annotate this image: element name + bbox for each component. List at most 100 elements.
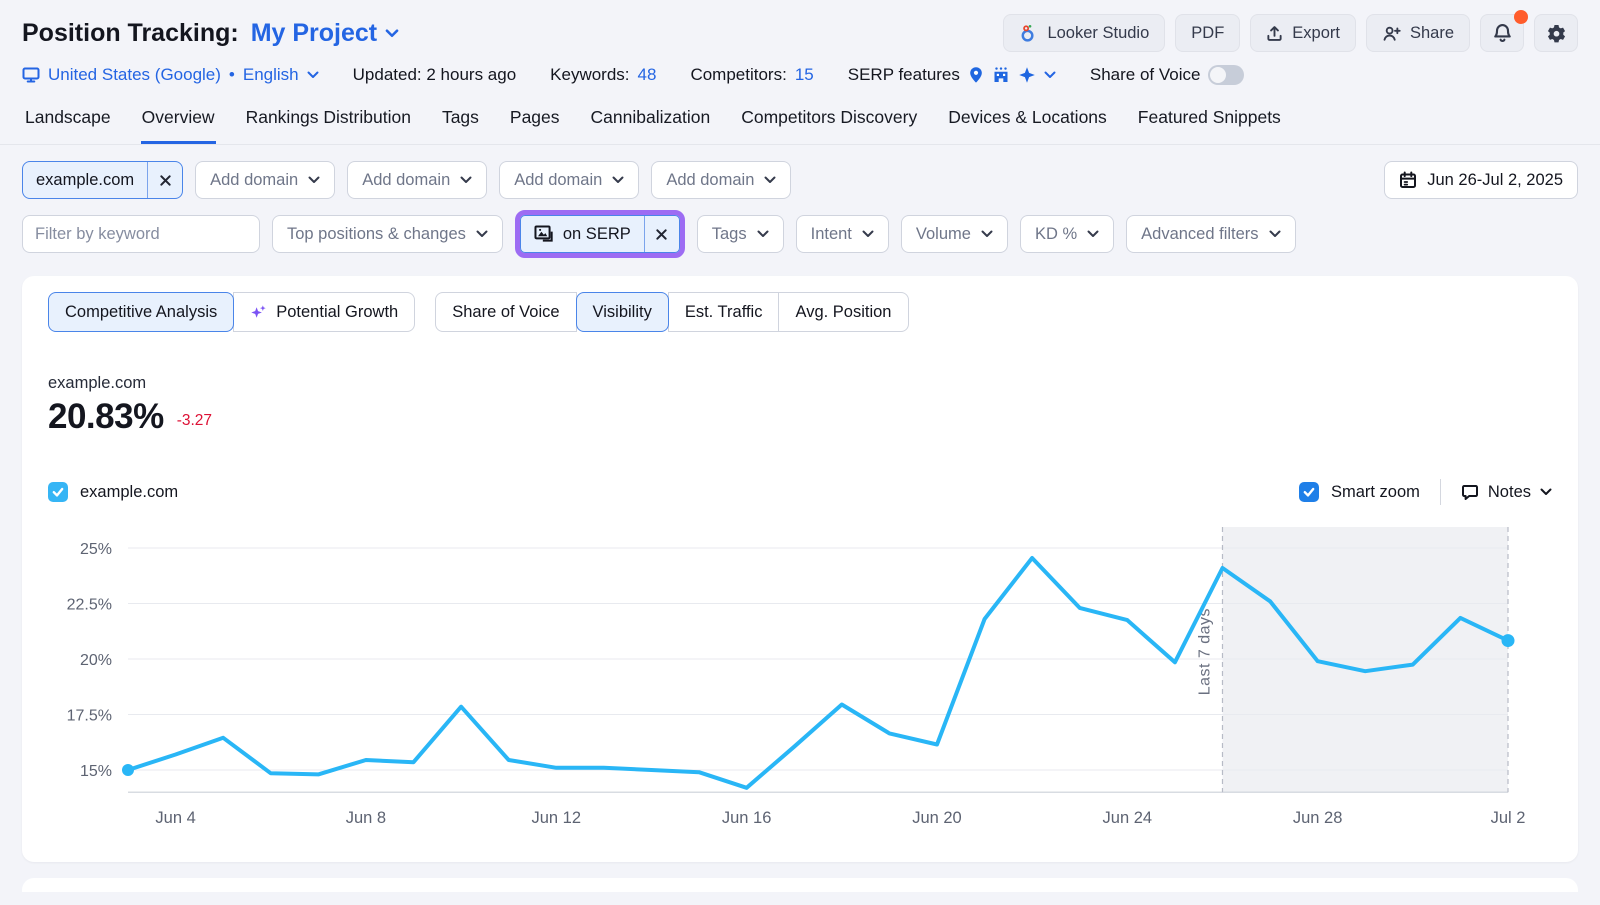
intent-dropdown[interactable]: Intent — [795, 215, 889, 253]
tabs-bar: Landscape Overview Rankings Distribution… — [0, 103, 1600, 145]
serp-features-group[interactable]: SERP features — [848, 65, 1056, 85]
competitive-analysis-toggle[interactable]: Competitive Analysis — [48, 292, 235, 332]
chevron-down-icon — [862, 230, 874, 238]
serp-filter-highlight-annotation: on SERP — [514, 210, 685, 258]
svg-text:Jun 12: Jun 12 — [532, 809, 582, 827]
est-traffic-tab[interactable]: Est. Traffic — [667, 292, 780, 332]
volume-dropdown[interactable]: Volume — [900, 215, 1008, 253]
kd-label: KD % — [1034, 224, 1078, 243]
add-domain-dropdown-2[interactable]: Add domain — [347, 161, 488, 199]
sparkle-icon — [250, 304, 267, 321]
domain-chip: example.com — [22, 161, 184, 199]
potential-growth-label: Potential Growth — [276, 302, 399, 321]
tab-featured-snippets[interactable]: Featured Snippets — [1137, 107, 1281, 127]
metric-domain: example.com — [48, 374, 147, 392]
chevron-down-icon — [476, 230, 488, 238]
notifications-button[interactable] — [1480, 10, 1528, 52]
local-pack-icon — [992, 67, 1010, 83]
tab-pages[interactable]: Pages — [509, 107, 560, 127]
project-name: My Project — [250, 18, 378, 47]
series-legend: example.com — [48, 482, 178, 502]
settings-button[interactable] — [1534, 14, 1578, 52]
add-domain-dropdown-4[interactable]: Add domain — [651, 161, 792, 199]
svg-text:Jun 24: Jun 24 — [1103, 809, 1153, 827]
smart-zoom-label: Smart zoom — [1330, 482, 1420, 501]
metric-value: 20.83% — [48, 397, 164, 436]
chart-controls: Smart zoom Notes — [1298, 479, 1552, 505]
competitors-value[interactable]: 15 — [794, 65, 814, 84]
tab-rankings-distribution[interactable]: Rankings Distribution — [245, 107, 411, 127]
date-range-label: Jun 26-Jul 2, 2025 — [1427, 170, 1563, 189]
svg-text:Jun 16: Jun 16 — [722, 809, 772, 827]
export-button[interactable]: Export — [1250, 14, 1356, 52]
avg-position-tab[interactable]: Avg. Position — [778, 292, 909, 332]
svg-text:15%: 15% — [80, 763, 112, 780]
gear-icon — [1547, 24, 1566, 43]
chevron-down-icon — [757, 230, 769, 238]
project-selector[interactable]: My Project — [251, 19, 399, 48]
competitive-analysis-label: Competitive Analysis — [65, 302, 218, 321]
tab-cannibalization[interactable]: Cannibalization — [590, 107, 711, 127]
add-domain-dropdown-1[interactable]: Add domain — [195, 161, 336, 199]
advanced-filters-dropdown[interactable]: Advanced filters — [1126, 215, 1296, 253]
svg-text:Jul 2: Jul 2 — [1491, 809, 1526, 827]
visibility-chart[interactable]: 25% 22.5% 20% 17.5% 15% Last 7 days Jun 4 Jun 8… — [48, 517, 1552, 829]
language-label: English — [242, 65, 299, 84]
add-domain-dropdown-3[interactable]: Add domain — [499, 161, 640, 199]
notification-dot — [1514, 10, 1528, 24]
pdf-label: PDF — [1191, 23, 1225, 42]
remove-serp-filter-button[interactable] — [645, 216, 679, 252]
visibility-tab[interactable]: Visibility — [575, 292, 669, 332]
svg-text:Jun 8: Jun 8 — [346, 809, 386, 827]
remove-domain-button[interactable] — [148, 162, 182, 198]
keyword-filter-row: Top positions & changes on SERP Tags — [22, 210, 1578, 258]
svg-text:Jun 28: Jun 28 — [1293, 809, 1343, 827]
notes-dropdown[interactable]: Notes — [1461, 483, 1552, 502]
share-of-voice-tab[interactable]: Share of Voice — [435, 292, 577, 332]
tab-tags[interactable]: Tags — [441, 107, 479, 127]
series-checkbox[interactable] — [48, 482, 68, 502]
tags-dropdown[interactable]: Tags — [696, 215, 784, 253]
visibility-metric-block: example.com 20.83% -3.27 — [48, 374, 1552, 437]
chevron-down-icon — [385, 28, 399, 38]
svg-text:20%: 20% — [80, 652, 112, 669]
share-button[interactable]: Share — [1365, 14, 1470, 52]
looker-studio-button[interactable]: Looker Studio — [1003, 14, 1166, 52]
looker-studio-label: Looker Studio — [1047, 23, 1150, 42]
add-domain-label: Add domain — [362, 170, 451, 189]
kd-dropdown[interactable]: KD % — [1019, 215, 1115, 253]
advanced-filters-label: Advanced filters — [1141, 224, 1259, 243]
svg-text:22.5%: 22.5% — [67, 597, 112, 614]
tags-label: Tags — [711, 224, 747, 243]
looker-studio-icon — [1019, 24, 1038, 43]
svg-text:25%: 25% — [80, 541, 112, 558]
pdf-button[interactable]: PDF — [1175, 14, 1241, 52]
chevron-down-icon — [1044, 71, 1056, 79]
sparkle-diamond-icon — [1018, 66, 1036, 84]
add-domain-label: Add domain — [666, 170, 755, 189]
keyword-filter-input[interactable] — [23, 224, 259, 244]
location-language-selector[interactable]: United States (Google) • English — [22, 65, 319, 85]
notes-label: Notes — [1487, 482, 1531, 501]
metric-mode-group: Share of Voice Visibility Est. Traffic A… — [435, 292, 909, 332]
metric-change: -3.27 — [176, 412, 213, 429]
tab-competitors-discovery[interactable]: Competitors Discovery — [741, 107, 918, 127]
keywords-value[interactable]: 48 — [637, 65, 657, 84]
chart-area: 25% 22.5% 20% 17.5% 15% Last 7 days Jun 4 Jun 8… — [48, 517, 1552, 829]
monitor-icon — [22, 67, 40, 83]
tab-overview[interactable]: Overview — [140, 103, 216, 144]
tab-devices-locations[interactable]: Devices & Locations — [948, 107, 1107, 127]
potential-growth-toggle[interactable]: Potential Growth — [233, 292, 416, 332]
title-wrap: Position Tracking: My Project — [22, 19, 399, 48]
smart-zoom-checkbox[interactable] — [1298, 482, 1319, 502]
chevron-down-icon — [764, 176, 776, 184]
date-range-picker[interactable]: Jun 26-Jul 2, 2025 — [1384, 161, 1578, 199]
share-of-voice-toggle[interactable] — [1208, 65, 1245, 85]
svg-text:Jun 20: Jun 20 — [912, 809, 962, 827]
top-positions-dropdown[interactable]: Top positions & changes — [272, 215, 503, 253]
chevron-down-icon — [460, 176, 472, 184]
page-title: Position Tracking: — [22, 18, 239, 47]
svg-text:Last 7 days: Last 7 days — [1196, 608, 1213, 695]
header: Position Tracking: My Project Looker Stu… — [22, 0, 1578, 52]
tab-landscape[interactable]: Landscape — [25, 107, 111, 127]
